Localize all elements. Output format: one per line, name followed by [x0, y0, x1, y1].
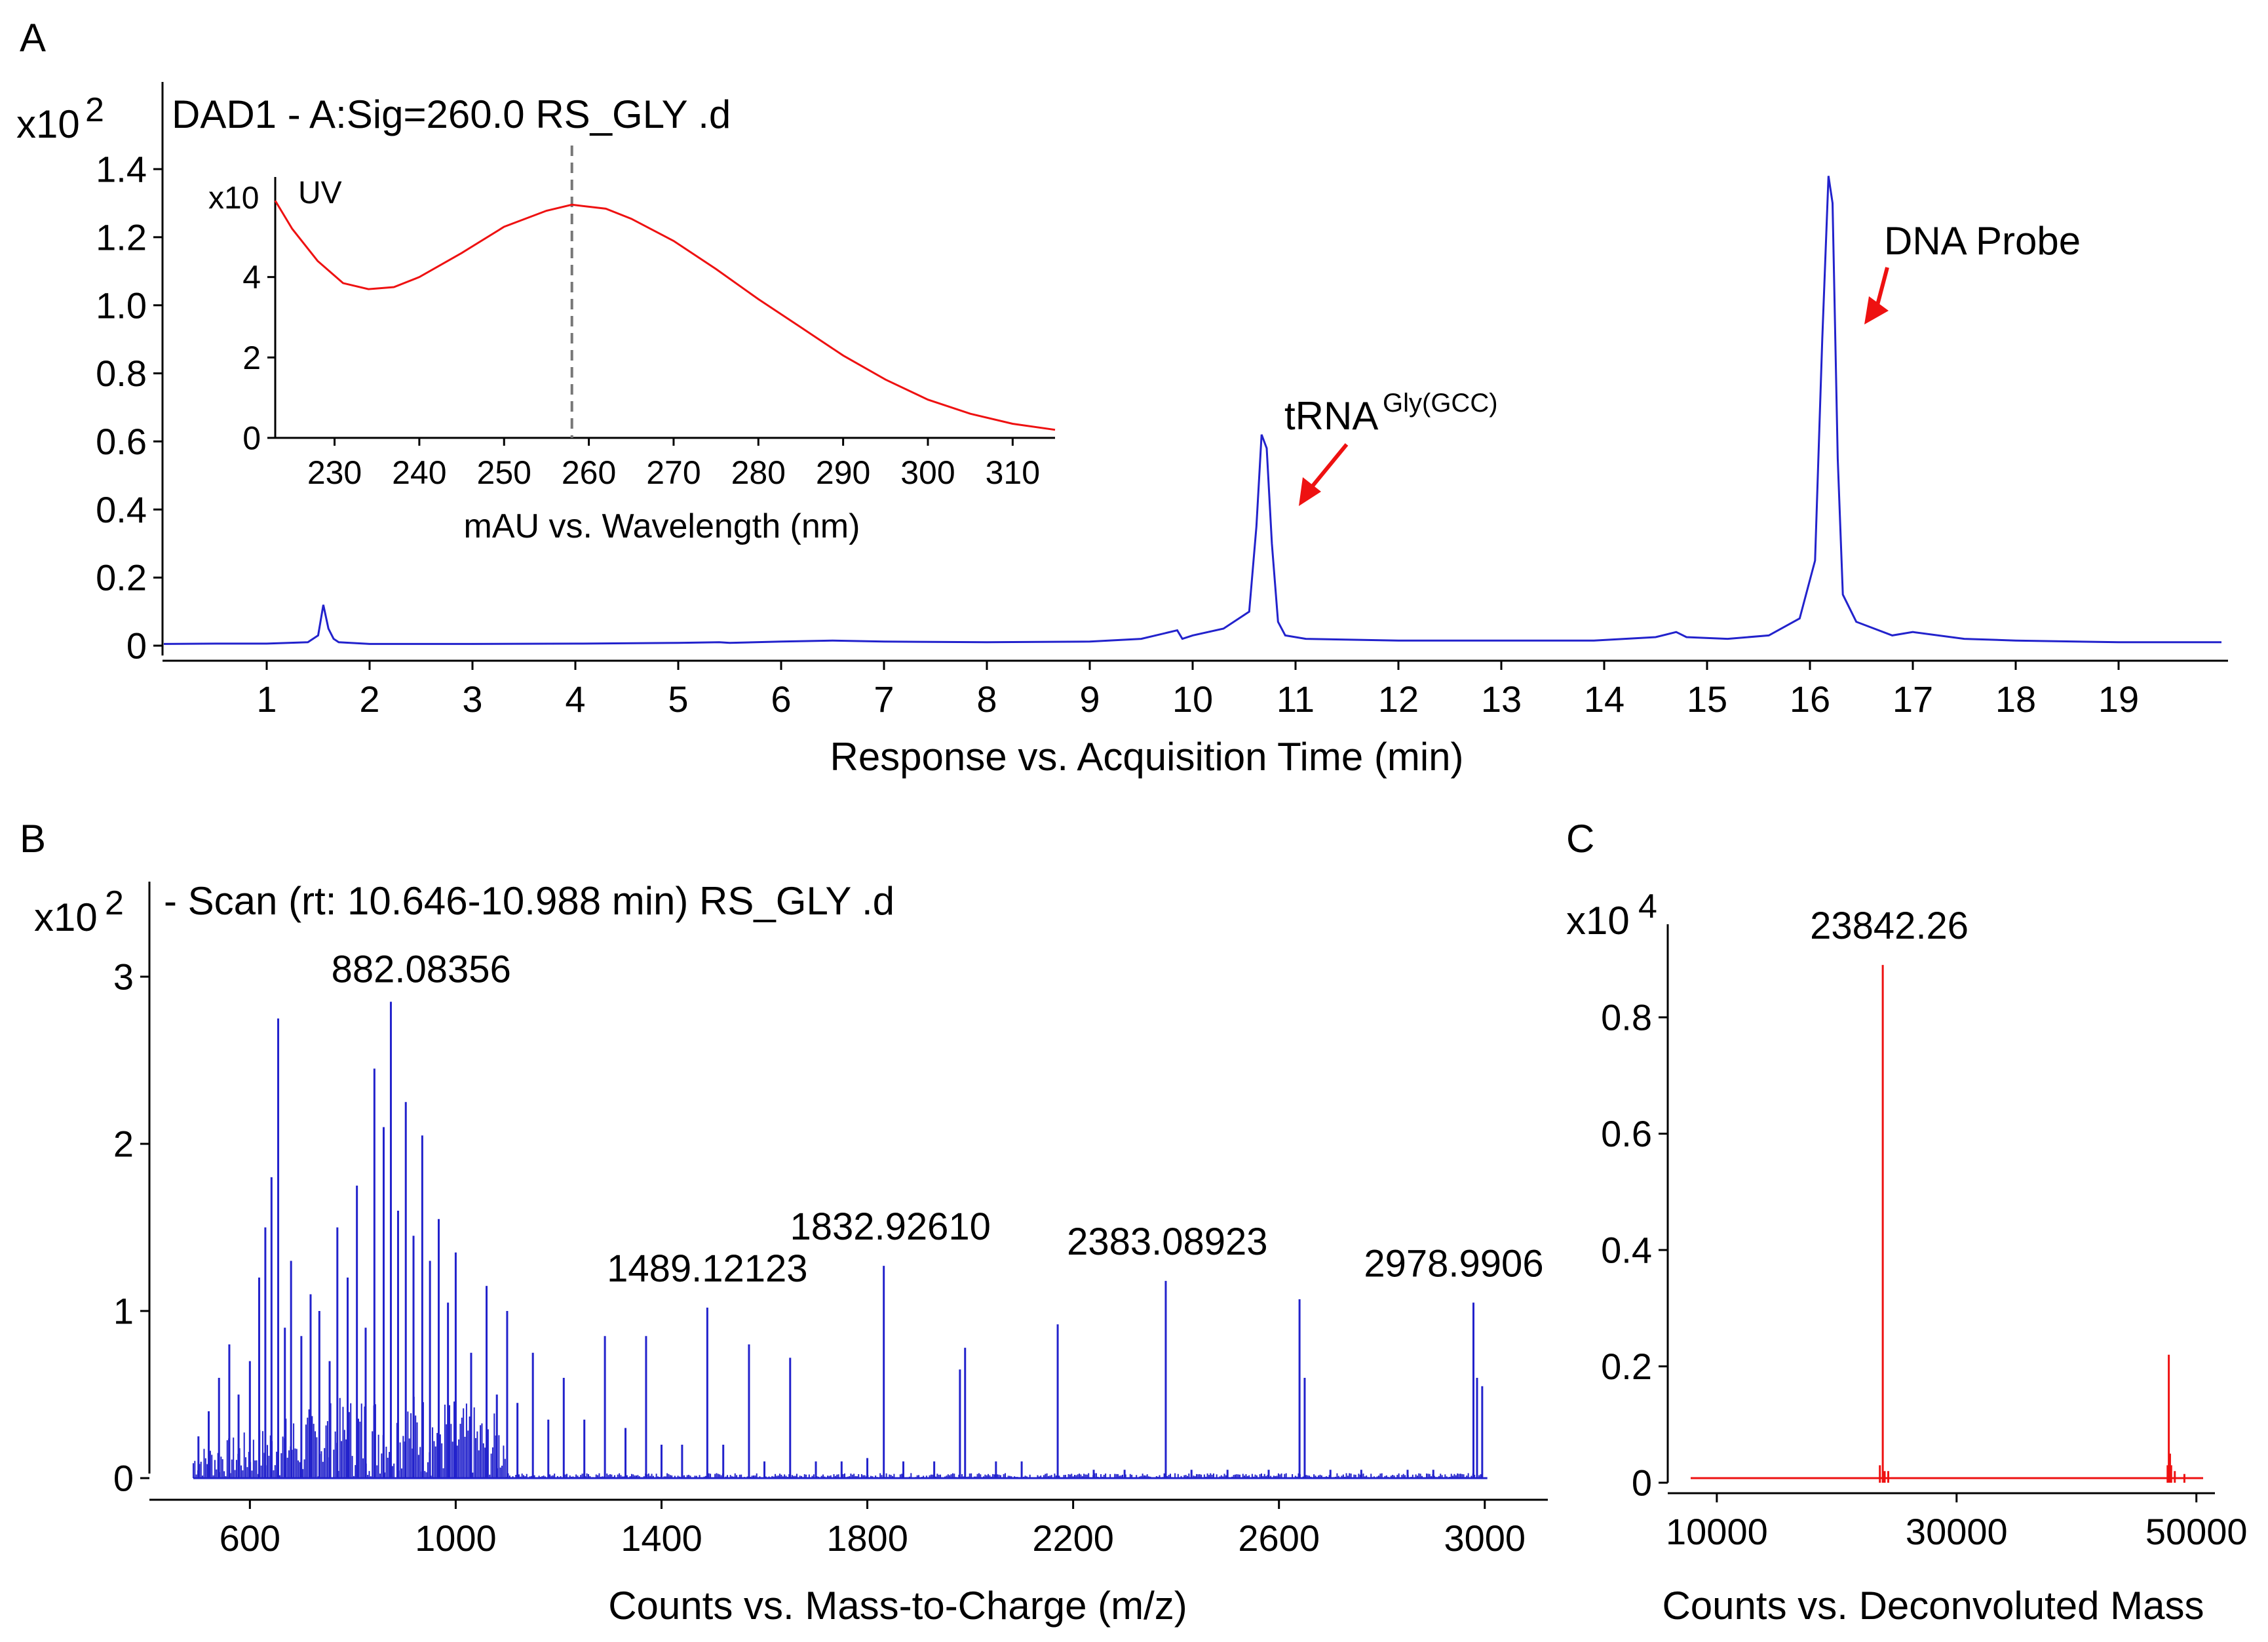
- inset-x-tick-label: 300: [900, 454, 955, 491]
- c-x-tick-label: 30000: [1906, 1511, 2008, 1552]
- b-x-tick-label: 1400: [621, 1517, 702, 1559]
- panel-c-multiplier-base: x10: [1566, 899, 1630, 943]
- inset-title: UV: [298, 176, 342, 210]
- panel-letter-a: A: [20, 16, 46, 60]
- a-y-tick-label: 0.2: [96, 557, 147, 598]
- b-y-tick-label: 1: [113, 1291, 134, 1332]
- c-y-tick-label: 0.6: [1601, 1113, 1652, 1154]
- a-x-tick-label: 9: [1079, 678, 1100, 720]
- inset-x-tick-label: 270: [646, 454, 701, 491]
- a-x-tick-label: 18: [1995, 678, 2036, 720]
- b-x-tick-label: 2600: [1238, 1517, 1320, 1559]
- panel-b-x-axis-title: Counts vs. Mass-to-Charge (m/z): [608, 1584, 1187, 1628]
- a-y-tick-label: 0: [126, 625, 147, 667]
- inset-y-tick-label: 4: [242, 259, 261, 296]
- a-x-tick-label: 4: [565, 678, 585, 720]
- panel-a-trace: [163, 176, 2221, 645]
- inset-x-tick-label: 290: [816, 454, 870, 491]
- inset-x-tick-label: 240: [392, 454, 446, 491]
- a-x-tick-label: 2: [359, 678, 379, 720]
- trna-arrow-head: [1299, 477, 1321, 506]
- b-x-tick-label: 2200: [1032, 1517, 1114, 1559]
- a-x-tick-label: 17: [1893, 678, 1933, 720]
- a-x-tick-label: 7: [874, 678, 894, 720]
- inset-x-tick-label: 230: [307, 454, 362, 491]
- panel-b-peak-label: 2383.08923: [1067, 1221, 1267, 1263]
- b-y-tick-label: 0: [113, 1458, 134, 1499]
- panel-b-multiplier-base: x10: [34, 895, 98, 939]
- a-x-tick-label: 16: [1790, 678, 1830, 720]
- a-y-tick-label: 0.4: [96, 489, 147, 530]
- panel-a-multiplier-exp: 2: [85, 91, 104, 129]
- trna-superscript: Gly(GCC): [1383, 389, 1498, 418]
- a-y-tick-label: 0.8: [96, 353, 147, 394]
- panel-b-peak-label: 1832.92610: [790, 1205, 990, 1248]
- panel-a-inset-chart: 0 2 4 230 240 250 260 270 280 290 300 310 x10 UV m…: [208, 146, 1056, 545]
- panel-a-x-axis-title: Response vs. Acquisition Time (min): [830, 735, 1463, 779]
- b-y-tick-label: 3: [113, 956, 134, 998]
- a-x-tick-label: 5: [668, 678, 688, 720]
- a-y-tick-label: 0.6: [96, 421, 147, 462]
- panel-b-peak-label: 2978.9906: [1364, 1242, 1543, 1285]
- inset-x-tick-label: 280: [731, 454, 786, 491]
- inset-x-tick-label: 250: [477, 454, 531, 491]
- a-x-tick-label: 3: [462, 678, 482, 720]
- a-y-tick-label: 1.0: [96, 284, 147, 326]
- c-y-tick-label: 0.8: [1601, 997, 1652, 1038]
- panel-letter-b: B: [20, 817, 46, 861]
- inset-y-tick-label: 0: [242, 420, 261, 457]
- b-y-tick-label: 2: [113, 1124, 134, 1165]
- panel-a-multiplier-base: x10: [16, 102, 80, 146]
- a-x-tick-label: 8: [976, 678, 997, 720]
- a-x-tick-label: 12: [1378, 678, 1419, 720]
- c-x-tick-label: 50000: [2145, 1511, 2248, 1552]
- panel-c-x-axis-title: Counts vs. Deconvoluted Mass: [1662, 1584, 2204, 1628]
- dna-probe-arrow-head: [1864, 296, 1889, 324]
- a-x-tick-label: 13: [1481, 678, 1522, 720]
- panel-b-peak-label: 1489.12123: [607, 1247, 807, 1290]
- panel-a-chart: 00.20.40.60.81.01.21.4 1 2 3 4 5 6 7 8 9 10 11 12 13…: [16, 82, 2228, 779]
- panel-c-chart: 0 0.2 0.4 0.6 0.8 10000 30000 50000 x10 4 Coun…: [1566, 888, 2248, 1628]
- c-y-tick-label: 0.2: [1601, 1346, 1652, 1387]
- a-x-tick-label: 10: [1172, 678, 1213, 720]
- inset-y-tick-label: 2: [242, 340, 261, 376]
- inset-trace: [274, 200, 1056, 431]
- panel-a-title: DAD1 - A:Sig=260.0 RS_GLY .d: [172, 92, 731, 136]
- b-x-tick-label: 3000: [1444, 1517, 1526, 1559]
- panel-b-peak-label: 882.08356: [332, 948, 511, 990]
- b-x-tick-label: 1800: [826, 1517, 908, 1559]
- a-x-tick-label: 1: [256, 678, 277, 720]
- a-x-tick-label: 15: [1687, 678, 1727, 720]
- panel-letter-c: C: [1566, 817, 1594, 861]
- trna-arrow-shaft: [1309, 443, 1349, 490]
- trna-label: tRNA: [1284, 394, 1378, 438]
- a-y-tick-label: 1.4: [96, 149, 147, 190]
- c-y-tick-label: 0.4: [1601, 1230, 1652, 1271]
- a-x-tick-label: 11: [1277, 678, 1315, 720]
- panel-b-noise-floor: [192, 1396, 1485, 1478]
- a-x-tick-label: 19: [2098, 678, 2139, 720]
- inset-multiplier-base: x10: [208, 181, 259, 216]
- dna-probe-arrow-shaft: [1875, 267, 1889, 305]
- b-x-tick-label: 600: [220, 1517, 280, 1559]
- c-x-tick-label: 10000: [1666, 1511, 1768, 1552]
- panel-c-peak-label: 23842.26: [1810, 905, 1969, 947]
- inset-x-tick-label: 310: [986, 454, 1040, 491]
- panel-c-multiplier-exp: 4: [1638, 888, 1657, 926]
- a-x-tick-label: 14: [1584, 678, 1624, 720]
- inset-x-axis-title: mAU vs. Wavelength (nm): [464, 507, 860, 545]
- panel-b-chart: 0 1 2 3 600 1000 1400 1800 2200 2600 3000 x10 2 -…: [34, 879, 1548, 1628]
- panel-b-title: - Scan (rt: 10.646-10.988 min) RS_GLY .d: [164, 879, 894, 923]
- c-y-tick-label: 0: [1632, 1462, 1652, 1504]
- a-x-tick-label: 6: [771, 678, 791, 720]
- panel-b-multiplier-exp: 2: [105, 884, 124, 922]
- dna-probe-label: DNA Probe: [1884, 219, 2081, 263]
- inset-x-tick-label: 260: [562, 454, 616, 491]
- a-y-tick-label: 1.2: [96, 216, 147, 258]
- b-x-tick-label: 1000: [415, 1517, 497, 1559]
